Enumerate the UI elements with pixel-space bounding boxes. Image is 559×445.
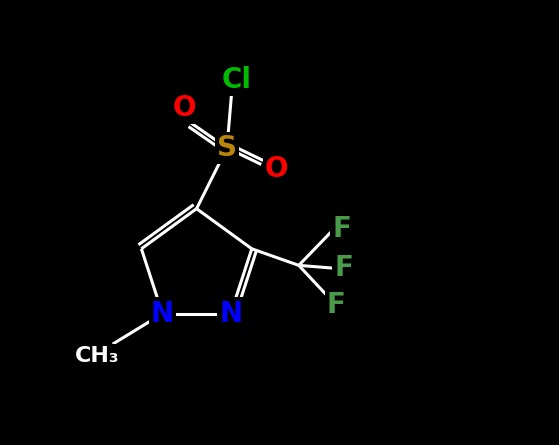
Text: N: N bbox=[219, 299, 242, 328]
Text: N: N bbox=[151, 299, 174, 328]
Text: O: O bbox=[173, 93, 196, 121]
Text: CH₃: CH₃ bbox=[75, 346, 120, 366]
Text: O: O bbox=[265, 155, 288, 183]
Text: F: F bbox=[327, 291, 346, 319]
Text: F: F bbox=[335, 254, 353, 282]
Text: Cl: Cl bbox=[222, 66, 252, 94]
Text: S: S bbox=[217, 134, 237, 162]
Text: F: F bbox=[333, 215, 351, 243]
